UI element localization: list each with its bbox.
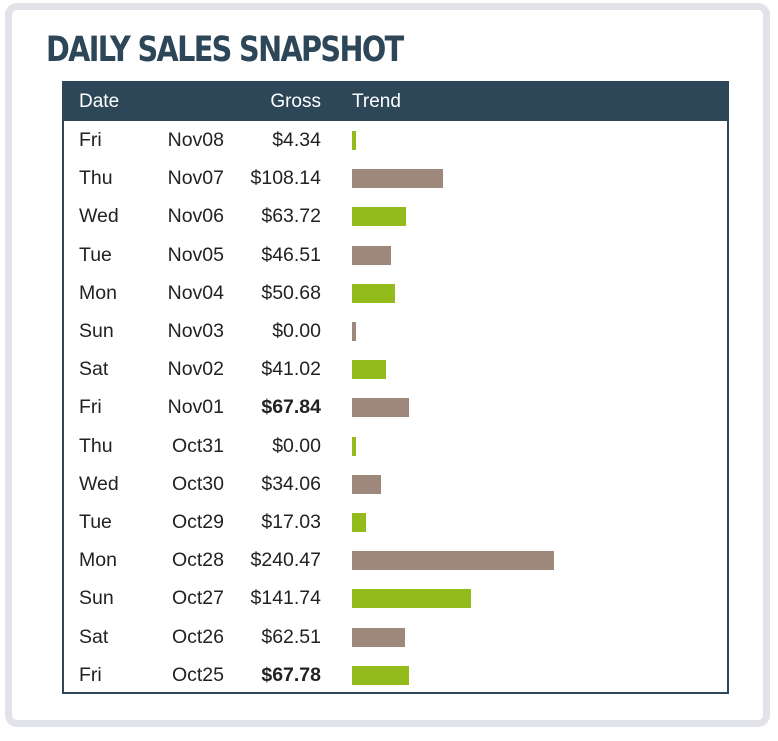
table-row: Tue Oct29 $17.03	[64, 503, 727, 541]
date-cell: Nov06	[167, 205, 224, 228]
day-cell: Sun	[79, 587, 114, 610]
day-cell: Sat	[79, 625, 109, 648]
date-cell: Oct27	[171, 587, 224, 610]
table-row: Thu Oct31 $0.00	[64, 427, 727, 465]
table-row: Sun Nov03 $0.00	[64, 312, 727, 350]
table-row: Thu Nov07 $108.14	[64, 159, 727, 197]
gross-cell: $63.72	[261, 205, 321, 228]
header-date: Date	[79, 91, 120, 112]
date-cell: Nov08	[167, 129, 224, 151]
gross-cell: $67.84	[261, 396, 321, 419]
day-cell: Wed	[79, 472, 119, 495]
table-row: Fri Nov08 $4.34	[64, 121, 727, 159]
date-cell: Oct31	[171, 434, 224, 457]
gross-cell: $240.47	[250, 549, 322, 572]
table-row: Tue Nov05 $46.51	[64, 236, 727, 274]
date-cell: Nov01	[167, 396, 224, 419]
table-row: Sat Nov02 $41.02	[64, 350, 727, 388]
trend-bar	[352, 513, 367, 532]
trend-bar	[352, 169, 443, 189]
gross-cell: $0.00	[272, 320, 321, 342]
date-cell: Oct26	[171, 625, 224, 648]
day-cell: Fri	[79, 663, 102, 686]
gross-cell: $34.06	[261, 472, 321, 495]
trend-bar	[352, 436, 356, 456]
gross-cell: $17.03	[261, 511, 321, 533]
day-cell: Sat	[79, 358, 109, 381]
day-cell: Sun	[79, 320, 114, 342]
table-row: Wed Nov06 $63.72	[64, 197, 727, 235]
day-cell: Wed	[79, 205, 119, 228]
gross-cell: $41.02	[261, 358, 321, 381]
date-cell: Oct30	[171, 472, 224, 495]
trend-bar	[352, 283, 395, 303]
trend-bar	[352, 398, 409, 418]
gross-cell: $46.51	[261, 243, 321, 266]
date-cell: Nov04	[167, 281, 224, 304]
table-row: Mon Oct28 $240.47	[64, 541, 727, 579]
gross-cell: $141.74	[250, 587, 322, 610]
header-trend: Trend	[352, 91, 401, 112]
trend-bar	[352, 207, 406, 227]
sales-table: Date Gross Trend Fri Nov08 $4.34 Thu Nov07 $1…	[62, 81, 729, 694]
date-cell: Nov02	[167, 358, 224, 381]
table-row: Sat Oct26 $62.51	[64, 618, 727, 656]
gross-cell: $62.51	[261, 625, 321, 648]
date-cell: Nov07	[167, 167, 224, 190]
gross-cell: $67.78	[261, 663, 321, 686]
trend-bar	[352, 322, 356, 341]
day-cell: Mon	[79, 281, 117, 304]
day-cell: Mon	[79, 549, 117, 572]
trend-bar	[352, 627, 405, 647]
table-row: Fri Nov01 $67.84	[64, 388, 727, 426]
day-cell: Fri	[79, 396, 102, 419]
gross-cell: $108.14	[250, 167, 322, 190]
gross-cell: $50.68	[261, 281, 321, 304]
date-cell: Oct28	[171, 549, 224, 572]
date-cell: Oct29	[171, 511, 224, 533]
day-cell: Thu	[79, 434, 113, 457]
table-row: Sun Oct27 $141.74	[64, 579, 727, 617]
table-row: Wed Oct30 $34.06	[64, 465, 727, 503]
trend-bar	[352, 589, 472, 609]
trend-bar	[352, 665, 409, 685]
date-cell: Nov05	[167, 243, 224, 266]
trend-bar	[352, 360, 387, 380]
trend-bar	[352, 131, 356, 150]
trend-bar	[352, 245, 392, 265]
page-title: DAILY SALES SNAPSHOT	[46, 30, 404, 70]
trend-bar	[352, 474, 381, 494]
gross-cell: $4.34	[272, 129, 321, 151]
table-row: Mon Nov04 $50.68	[64, 274, 727, 312]
day-cell: Tue	[79, 511, 112, 533]
date-cell: Oct25	[171, 663, 224, 686]
gross-cell: $0.00	[272, 434, 321, 457]
table-header: Date Gross Trend	[64, 83, 727, 121]
day-cell: Tue	[79, 243, 112, 266]
trend-bar	[352, 551, 554, 571]
day-cell: Thu	[79, 167, 113, 190]
date-cell: Nov03	[167, 320, 224, 342]
table-row: Fri Oct25 $67.78	[64, 656, 727, 694]
day-cell: Fri	[79, 129, 102, 151]
header-gross: Gross	[270, 91, 321, 112]
